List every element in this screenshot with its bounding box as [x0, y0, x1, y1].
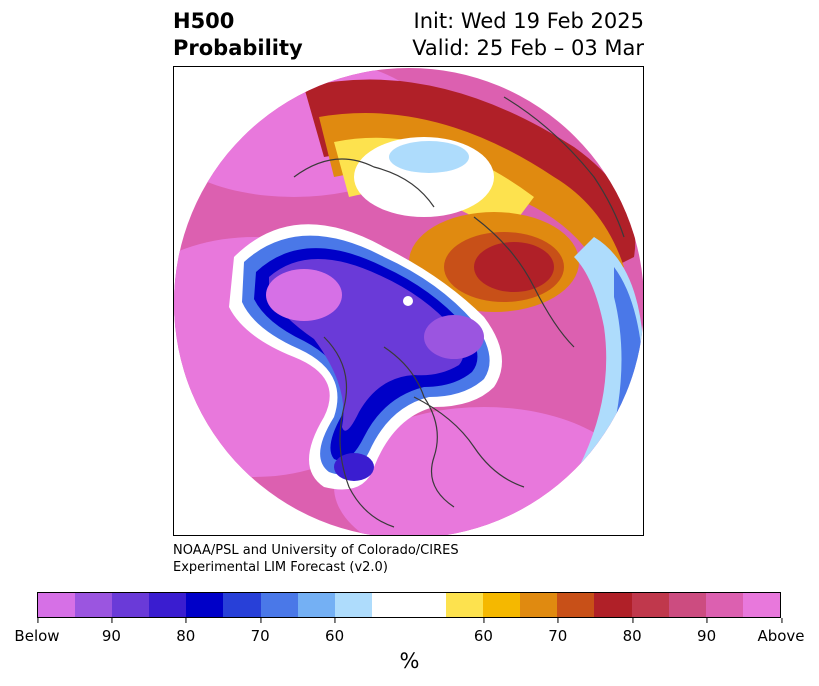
colorbar-swatch — [705, 593, 743, 617]
below-core-west — [266, 269, 342, 321]
colorbar-swatch — [223, 593, 261, 617]
coastlines — [293, 96, 625, 528]
colorbar-swatch — [334, 593, 372, 617]
credit-line-1: NOAA/PSL and University of Colorado/CIRE… — [173, 543, 459, 558]
init-date: Init: Wed 19 Feb 2025 — [413, 9, 644, 33]
colorbar-tick-label: 80 — [623, 618, 642, 645]
north-pole-marker — [403, 296, 413, 306]
colorbar-swatch — [75, 593, 113, 617]
valid-range: Valid: 25 Feb – 03 Mar — [412, 36, 644, 60]
colorbar-ticks: Below 90 80 70 60 60 70 80 90 Above — [14, 618, 805, 645]
credit-line-2: Experimental LIM Forecast (v2.0) — [173, 560, 388, 575]
colorbar-swatch — [557, 593, 595, 617]
colorbar-swatch — [742, 593, 780, 617]
colorbar-tick-label: 60 — [474, 618, 493, 645]
title-variable: H500 — [173, 9, 235, 33]
probability-map-svg — [174, 68, 643, 535]
colorbar-swatch — [408, 593, 447, 617]
below-core-south — [334, 453, 374, 481]
credit-text: NOAA/PSL and University of Colorado/CIRE… — [173, 542, 459, 576]
colorbar-swatch — [186, 593, 224, 617]
colorbar-swatch — [297, 593, 335, 617]
colorbar-unit: % — [399, 649, 420, 673]
colorbar-swatch — [594, 593, 632, 617]
colorbar-tick-label: 70 — [251, 618, 270, 645]
below-core-east — [424, 315, 484, 359]
colorbar-tick-label: 90 — [697, 618, 716, 645]
colorbar-swatch — [483, 593, 521, 617]
colorbar-tick-label: Above — [757, 618, 805, 645]
colorbar-swatch — [668, 593, 706, 617]
colorbar — [37, 592, 781, 618]
colorbar-tick-label: Below — [14, 618, 60, 645]
colorbar-tick-label: 70 — [548, 618, 567, 645]
colorbar-swatch — [38, 593, 76, 617]
colorbar-swatch — [260, 593, 298, 617]
polar-map — [173, 66, 644, 536]
colorbar-tick-label: 90 — [102, 618, 121, 645]
colorbar-swatch — [371, 593, 409, 617]
colorbar-tick-label: 80 — [176, 618, 195, 645]
title-type: Probability — [173, 36, 303, 60]
forecast-field — [174, 68, 643, 535]
colorbar-swatch — [631, 593, 669, 617]
colorbar-swatch — [149, 593, 187, 617]
north-light-blue — [389, 141, 469, 173]
forecast-dates: Init: Wed 19 Feb 2025 Valid: 25 Feb – 03… — [412, 8, 644, 62]
map-title: H500 Probability — [173, 8, 303, 62]
colorbar-tick-label: 60 — [325, 618, 344, 645]
eurasia-red — [474, 242, 554, 292]
colorbar-swatch — [520, 593, 558, 617]
colorbar-swatch — [446, 593, 484, 617]
colorbar-swatch — [112, 593, 150, 617]
